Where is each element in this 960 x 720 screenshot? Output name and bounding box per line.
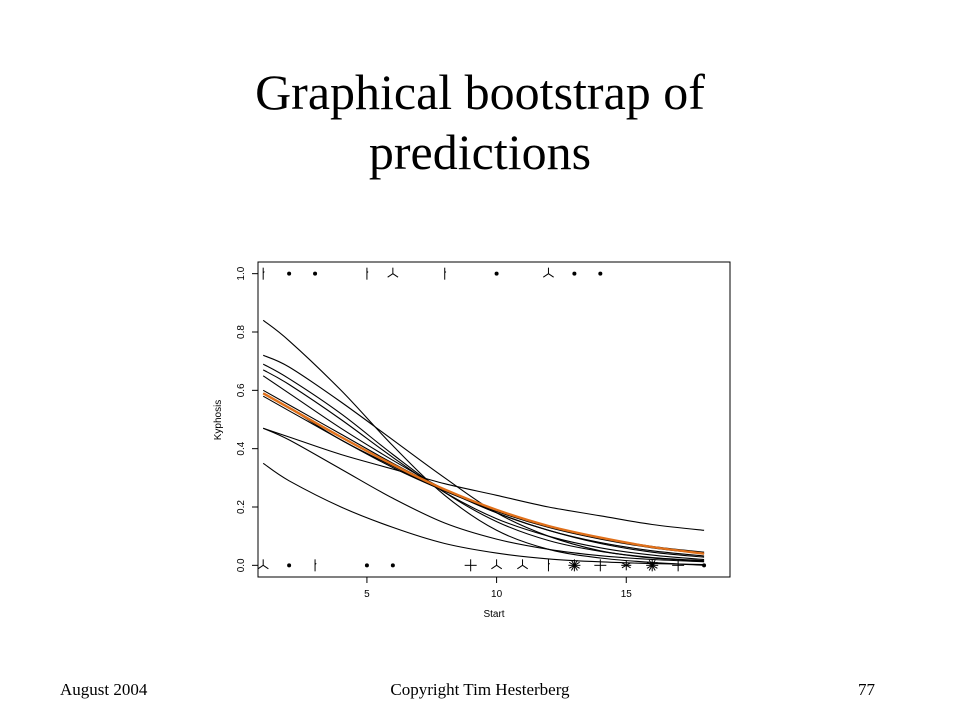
bootstrap-curve-2 (262, 354, 705, 562)
data-point-dot (287, 563, 292, 568)
data-point-dot (494, 271, 499, 276)
y-axis: 0.0 0.2 0.4 0.6 0.8 1.0 (236, 266, 258, 572)
data-point-dot (287, 271, 292, 276)
y-tick-label: 0.4 (236, 441, 247, 455)
data-point-bar (547, 559, 550, 572)
bootstrap-curve-1 (262, 319, 705, 566)
data-point-tri (542, 267, 554, 278)
data-point-star (568, 559, 581, 572)
data-point-plus (464, 559, 477, 572)
bootstrap-curve-8 (262, 427, 705, 563)
x-tick-label: 10 (491, 589, 503, 600)
bootstrap-curve-6 (262, 392, 705, 553)
bootstrap-curve-5 (262, 375, 705, 558)
bootstrap-curve-4 (262, 369, 705, 561)
footer-page-number: 77 (858, 680, 875, 699)
y-axis-label: Kyphosis (213, 400, 224, 441)
x-axis-label: Start (483, 609, 504, 620)
data-point-bar (314, 559, 317, 572)
plot-frame (257, 261, 731, 578)
data-point-dot (572, 271, 577, 276)
y-tick-label: 1.0 (236, 266, 247, 280)
data-point-dot (313, 271, 318, 276)
data-point-plus (672, 559, 685, 572)
data-point-star (646, 559, 659, 572)
data-point-dot (390, 563, 395, 568)
data-point-tri (517, 559, 529, 570)
data-point-tri (257, 559, 269, 570)
slide-title-line2: predictions (368, 124, 592, 180)
bootstrap-curve-7 (263, 427, 705, 531)
slide-title: Graphical bootstrap of predictions (0, 62, 960, 182)
estimate-curve (262, 392, 705, 555)
y-tick-label: 0.6 (236, 383, 247, 397)
footer-date: August 2004 (60, 680, 148, 699)
x-axis: 5 10 15 (364, 577, 632, 600)
bootstrap-curves (262, 319, 705, 566)
bootstrap-curve-10 (262, 389, 705, 557)
data-point-bar (444, 267, 447, 280)
data-point-dot (364, 563, 369, 568)
y-tick-label: 0.2 (236, 500, 247, 514)
data-point-dot (598, 271, 603, 276)
y-tick-label: 0.8 (236, 325, 247, 339)
data-point-tri (491, 559, 503, 570)
bootstrap-curve-3 (262, 363, 705, 562)
y-tick-label: 0.0 (236, 558, 247, 572)
x-tick-label: 15 (621, 589, 633, 600)
footer-copyright: Copyright Tim Hesterberg (390, 680, 570, 699)
data-point-asterisk (621, 560, 632, 571)
data-point-tri (387, 267, 399, 278)
data-point-dot (702, 563, 707, 568)
slide-title-line1: Graphical bootstrap of (255, 64, 705, 120)
x-tick-label: 5 (364, 589, 370, 600)
data-point-bar (366, 267, 369, 280)
data-point-bar (262, 267, 265, 280)
bootstrap-curve-11 (262, 395, 705, 555)
data-point-plus (594, 559, 607, 572)
data-points (257, 267, 707, 572)
